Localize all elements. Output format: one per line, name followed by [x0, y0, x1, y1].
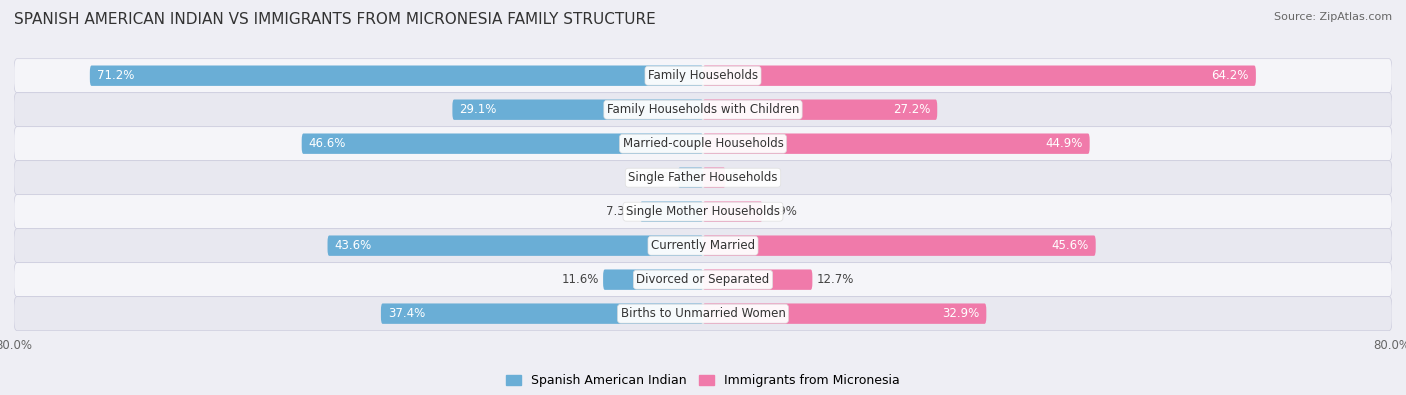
FancyBboxPatch shape [703, 201, 762, 222]
FancyBboxPatch shape [703, 100, 938, 120]
Text: 44.9%: 44.9% [1046, 137, 1083, 150]
Text: Single Father Households: Single Father Households [628, 171, 778, 184]
FancyBboxPatch shape [603, 269, 703, 290]
Text: 32.9%: 32.9% [942, 307, 980, 320]
FancyBboxPatch shape [90, 66, 703, 86]
FancyBboxPatch shape [14, 127, 1392, 161]
Text: Source: ZipAtlas.com: Source: ZipAtlas.com [1274, 12, 1392, 22]
Text: Family Households: Family Households [648, 69, 758, 82]
FancyBboxPatch shape [14, 59, 1392, 93]
Text: Family Households with Children: Family Households with Children [607, 103, 799, 116]
Text: 11.6%: 11.6% [561, 273, 599, 286]
Text: Currently Married: Currently Married [651, 239, 755, 252]
FancyBboxPatch shape [14, 229, 1392, 263]
FancyBboxPatch shape [328, 235, 703, 256]
FancyBboxPatch shape [703, 235, 1095, 256]
FancyBboxPatch shape [14, 195, 1392, 229]
Text: 2.9%: 2.9% [644, 171, 673, 184]
Text: Divorced or Separated: Divorced or Separated [637, 273, 769, 286]
Text: 43.6%: 43.6% [335, 239, 371, 252]
FancyBboxPatch shape [14, 161, 1392, 195]
Text: 71.2%: 71.2% [97, 69, 134, 82]
Legend: Spanish American Indian, Immigrants from Micronesia: Spanish American Indian, Immigrants from… [502, 371, 904, 391]
Text: Married-couple Households: Married-couple Households [623, 137, 783, 150]
FancyBboxPatch shape [14, 263, 1392, 297]
FancyBboxPatch shape [453, 100, 703, 120]
FancyBboxPatch shape [703, 134, 1090, 154]
FancyBboxPatch shape [640, 201, 703, 222]
Text: 46.6%: 46.6% [308, 137, 346, 150]
Text: Births to Unmarried Women: Births to Unmarried Women [620, 307, 786, 320]
Text: 37.4%: 37.4% [388, 307, 425, 320]
FancyBboxPatch shape [302, 134, 703, 154]
Text: 29.1%: 29.1% [460, 103, 496, 116]
FancyBboxPatch shape [678, 167, 703, 188]
Text: 45.6%: 45.6% [1052, 239, 1088, 252]
Text: 7.3%: 7.3% [606, 205, 636, 218]
Text: 12.7%: 12.7% [817, 273, 853, 286]
Text: 64.2%: 64.2% [1212, 69, 1249, 82]
Text: Single Mother Households: Single Mother Households [626, 205, 780, 218]
FancyBboxPatch shape [381, 303, 703, 324]
FancyBboxPatch shape [14, 93, 1392, 127]
Text: 27.2%: 27.2% [893, 103, 931, 116]
FancyBboxPatch shape [703, 167, 725, 188]
Text: SPANISH AMERICAN INDIAN VS IMMIGRANTS FROM MICRONESIA FAMILY STRUCTURE: SPANISH AMERICAN INDIAN VS IMMIGRANTS FR… [14, 12, 655, 27]
Text: 6.9%: 6.9% [766, 205, 797, 218]
Text: 2.6%: 2.6% [730, 171, 759, 184]
FancyBboxPatch shape [703, 269, 813, 290]
FancyBboxPatch shape [14, 297, 1392, 331]
FancyBboxPatch shape [703, 303, 987, 324]
FancyBboxPatch shape [703, 66, 1256, 86]
